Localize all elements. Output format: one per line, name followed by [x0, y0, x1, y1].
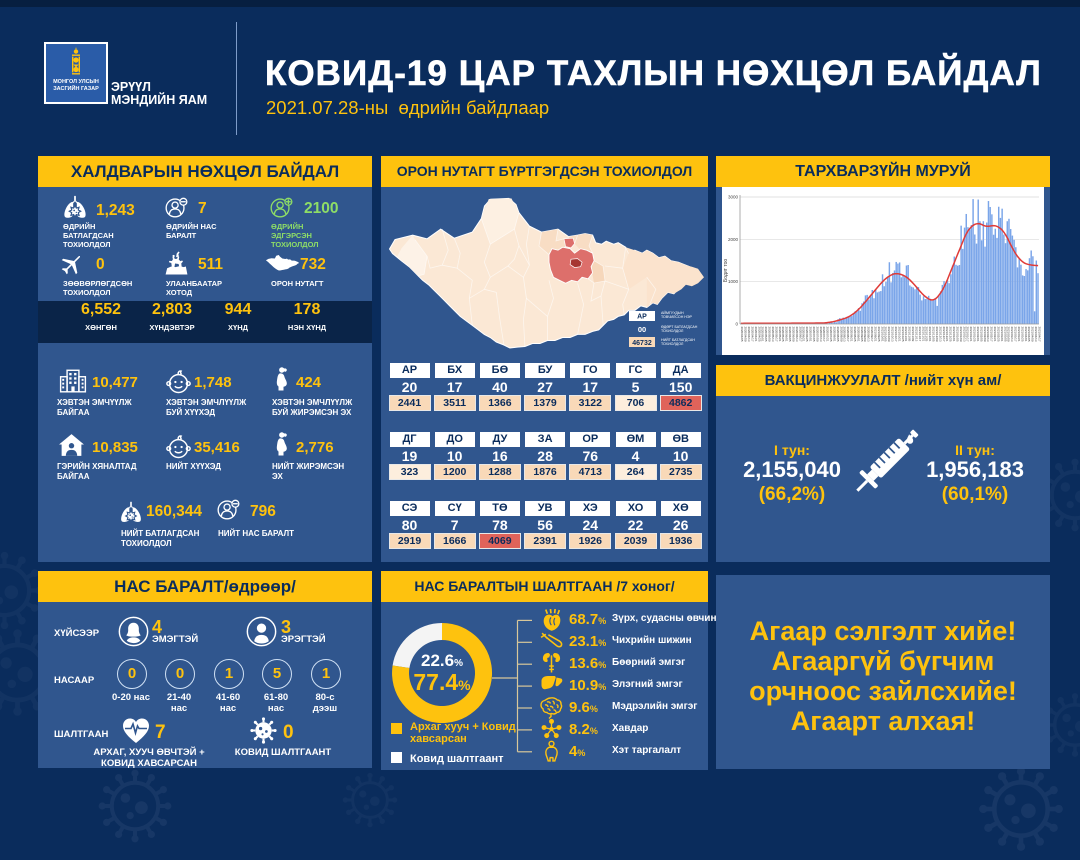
- svg-text:2021/12/25: 2021/12/25: [949, 327, 953, 342]
- svg-text:2020/06/05: 2020/06/05: [788, 327, 792, 342]
- svg-text:2021/11/05: 2021/11/05: [908, 327, 912, 342]
- svg-text:00: 00: [638, 325, 646, 334]
- svg-text:2020/09/17: 2020/09/17: [870, 327, 874, 342]
- svg-text:2021/02/21: 2021/02/21: [993, 327, 997, 342]
- svg-text:2020/07/01: 2020/07/01: [809, 327, 813, 342]
- svg-text:ТОВЧИЛСОН НЭР: ТОВЧИЛСОН НЭР: [661, 315, 692, 319]
- svg-text:2021/03/05: 2021/03/05: [1003, 327, 1007, 342]
- svg-text:АР: АР: [637, 314, 647, 321]
- svg-text:2020/09/13: 2020/09/13: [867, 327, 871, 342]
- svg-text:2020/04/13: 2020/04/13: [747, 327, 751, 342]
- svg-text:2021/04/09: 2021/04/09: [1031, 327, 1035, 342]
- svg-text:2020/07/21: 2020/07/21: [826, 327, 830, 342]
- svg-text:Бодит тоо: Бодит тоо: [723, 259, 729, 282]
- svg-text:ТОХИОЛДОЛ: ТОХИОЛДОЛ: [661, 342, 684, 346]
- svg-text:2021/04/05: 2021/04/05: [1027, 327, 1031, 342]
- svg-text:2021/02/09: 2021/02/09: [983, 327, 987, 342]
- svg-text:2020/08/21: 2020/08/21: [850, 327, 854, 342]
- svg-text:46732: 46732: [632, 340, 652, 347]
- svg-text:2021/01/21: 2021/01/21: [969, 327, 973, 342]
- svg-text:2021/12/01: 2021/12/01: [928, 327, 932, 342]
- svg-text:ТОХИОЛДОЛ: ТОХИОЛДОЛ: [661, 329, 684, 333]
- svg-text:2021/03/17: 2021/03/17: [1014, 327, 1018, 342]
- svg-text:2021/01/25: 2021/01/25: [973, 327, 977, 342]
- svg-text:2021/10/09: 2021/10/09: [887, 327, 891, 342]
- svg-text:2021/01/01: 2021/01/01: [952, 327, 956, 342]
- svg-text:2021/04/17: 2021/04/17: [1038, 327, 1042, 342]
- svg-text:2021/10/13: 2021/10/13: [891, 327, 895, 342]
- svg-text:3000: 3000: [728, 195, 739, 200]
- svg-text:2020/04/09: 2020/04/09: [744, 327, 748, 342]
- svg-text:2021/12/05: 2021/12/05: [932, 327, 936, 342]
- svg-text:2021/04/13: 2021/04/13: [1034, 327, 1038, 342]
- svg-text:2000: 2000: [728, 237, 739, 242]
- svg-text:2020/05/05: 2020/05/05: [764, 327, 768, 342]
- svg-text:2020/06/25: 2020/06/25: [805, 327, 809, 342]
- svg-text:1000: 1000: [728, 279, 739, 284]
- svg-text:2021/03/09: 2021/03/09: [1007, 327, 1011, 342]
- svg-text:2021/02/13: 2021/02/13: [986, 327, 990, 342]
- svg-text:0: 0: [735, 322, 738, 327]
- svg-text:2020/08/17: 2020/08/17: [846, 327, 850, 342]
- svg-text:2021/11/09: 2021/11/09: [911, 327, 915, 342]
- svg-text:2020/06/01: 2020/06/01: [785, 327, 789, 342]
- svg-text:2020/07/25: 2020/07/25: [829, 327, 833, 342]
- svg-text:2020/05/09: 2020/05/09: [768, 327, 772, 342]
